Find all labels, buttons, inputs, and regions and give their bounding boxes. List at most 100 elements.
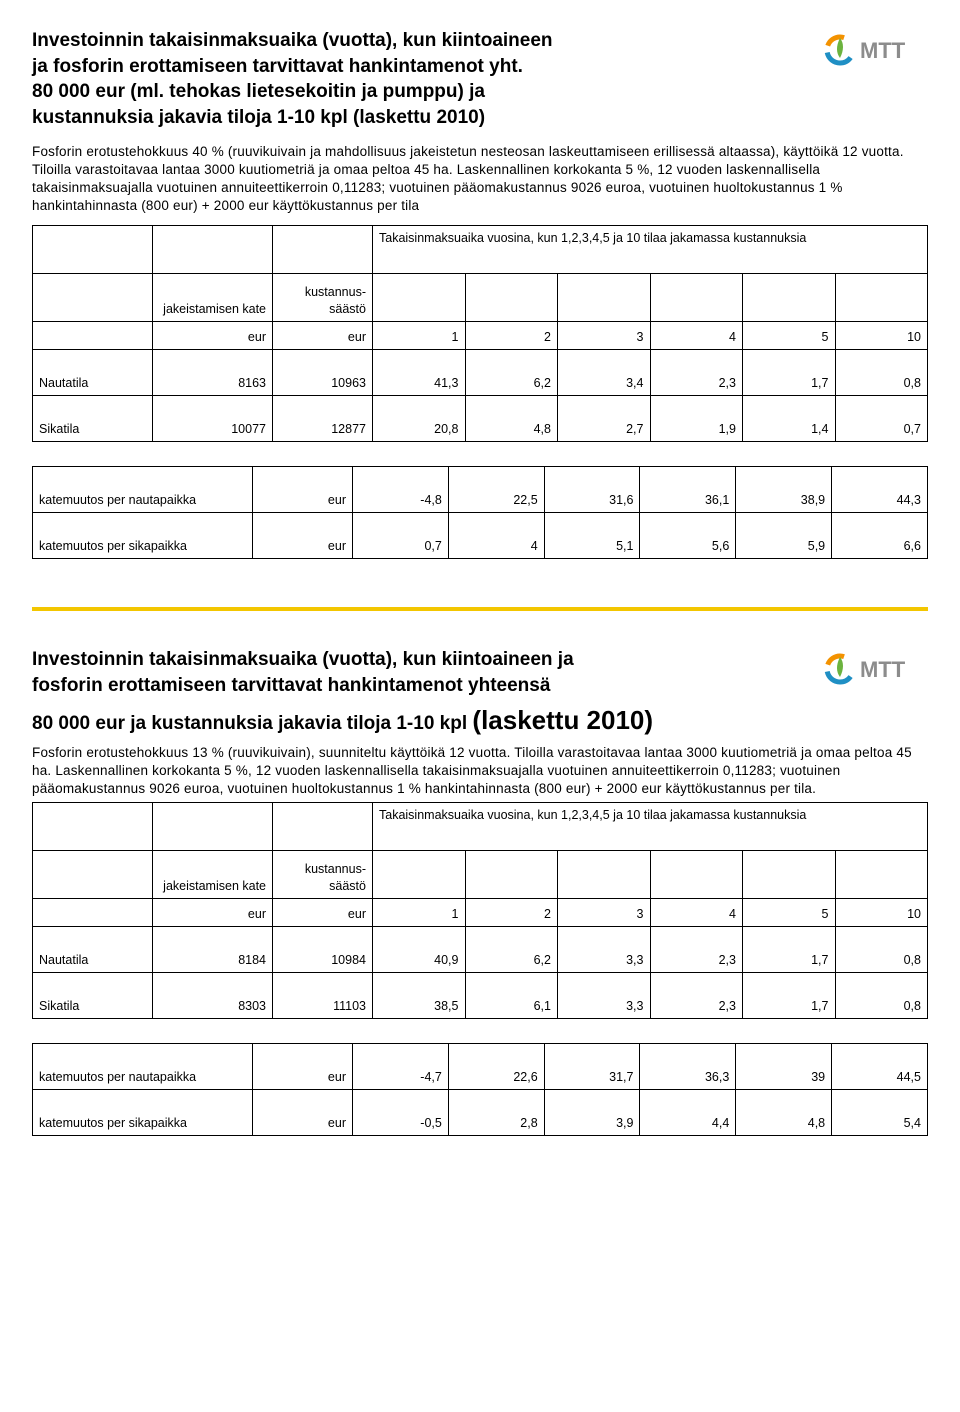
table-row: katemuutos per sikapaikka eur 0,7 4 5,1 … <box>33 513 928 559</box>
col-hdr: 4 <box>650 322 743 350</box>
table-2b: katemuutos per nautapaikka eur -4,7 22,6… <box>32 1043 928 1136</box>
body-text-1: Fosforin erotustehokkuus 40 % (ruuvikuiv… <box>32 143 928 216</box>
cell: 3,4 <box>558 350 651 396</box>
cell: 4,4 <box>640 1090 736 1136</box>
section-2: Investoinnin takaisinmaksuaika (vuotta),… <box>32 647 928 1136</box>
cell: 4 <box>448 513 544 559</box>
col-hdr: 2 <box>465 899 558 927</box>
title-row-1: Investoinnin takaisinmaksuaika (vuotta),… <box>32 28 928 131</box>
col-hdr: 3 <box>558 322 651 350</box>
empty-cell <box>33 274 153 322</box>
cell: 0,8 <box>835 927 928 973</box>
col-hdr: 3 <box>558 899 651 927</box>
cell: 0,7 <box>835 396 928 442</box>
span-header-2: Takaisinmaksuaika vuosina, kun 1,2,3,4,5… <box>373 803 928 851</box>
empty-cell <box>743 274 836 322</box>
cell: 41,3 <box>373 350 466 396</box>
empty-cell <box>650 851 743 899</box>
unit-cell: eur <box>273 899 373 927</box>
cell: 5,6 <box>640 513 736 559</box>
cell: 1,7 <box>743 973 836 1019</box>
cell: 0,8 <box>835 973 928 1019</box>
col-hdr: 5 <box>743 322 836 350</box>
cell: 8184 <box>153 927 273 973</box>
cell: 6,2 <box>465 927 558 973</box>
cell: -4,7 <box>353 1044 449 1090</box>
cell: 5,9 <box>736 513 832 559</box>
cell: 11103 <box>273 973 373 1019</box>
cell: 8303 <box>153 973 273 1019</box>
col-hdr: 10 <box>835 899 928 927</box>
cell: 2,3 <box>650 973 743 1019</box>
cell: -4,8 <box>353 467 449 513</box>
col-hdr: 5 <box>743 899 836 927</box>
cell: 0,8 <box>835 350 928 396</box>
empty-cell <box>33 803 153 851</box>
table-row: jakeistamisen kate kustannus- säästö <box>33 274 928 322</box>
mtt-logo-1: MTT <box>818 28 928 77</box>
section-divider <box>32 607 928 611</box>
cell: 22,6 <box>448 1044 544 1090</box>
empty-cell <box>273 803 373 851</box>
unit-cell: eur <box>153 899 273 927</box>
title-line-1c: 80 000 eur (ml. tehokas lietesekoitin ja… <box>32 79 810 105</box>
unit-cell: eur <box>253 1090 353 1136</box>
empty-cell <box>465 851 558 899</box>
line-80k-prefix: 80 000 eur ja kustannuksia jakavia tiloj… <box>32 713 472 734</box>
cell: 6,1 <box>465 973 558 1019</box>
row-label: Nautatila <box>33 350 153 396</box>
empty-cell <box>153 226 273 274</box>
cell: 38,5 <box>373 973 466 1019</box>
span-header-1: Takaisinmaksuaika vuosina, kun 1,2,3,4,5… <box>373 226 928 274</box>
col-hdr: 2 <box>465 322 558 350</box>
table-row: Nautatila 8184 10984 40,9 6,2 3,3 2,3 1,… <box>33 927 928 973</box>
row-label: katemuutos per nautapaikka <box>33 467 253 513</box>
title-line-1b: ja fosforin erottamiseen tarvittavat han… <box>32 54 810 80</box>
title-text-1: Investoinnin takaisinmaksuaika (vuotta),… <box>32 28 810 131</box>
hdr-kate-2: jakeistamisen kate <box>153 851 273 899</box>
row-label: Sikatila <box>33 973 153 1019</box>
empty-cell <box>33 322 153 350</box>
cell: 10984 <box>273 927 373 973</box>
cell: 12877 <box>273 396 373 442</box>
cell: 31,7 <box>544 1044 640 1090</box>
title-line-2c: 80 000 eur ja kustannuksia jakavia tiloj… <box>32 703 928 738</box>
col-hdr: 10 <box>835 322 928 350</box>
cell: 44,3 <box>832 467 928 513</box>
unit-cell: eur <box>253 513 353 559</box>
cell: 5,1 <box>544 513 640 559</box>
table-row: katemuutos per nautapaikka eur -4,7 22,6… <box>33 1044 928 1090</box>
empty-cell <box>373 274 466 322</box>
unit-cell: eur <box>153 322 273 350</box>
svg-text:MTT: MTT <box>860 657 906 682</box>
row-label: katemuutos per sikapaikka <box>33 513 253 559</box>
title-line-1a: Investoinnin takaisinmaksuaika (vuotta),… <box>32 28 810 54</box>
section-1: Investoinnin takaisinmaksuaika (vuotta),… <box>32 28 928 559</box>
empty-cell <box>558 851 651 899</box>
col-hdr: 4 <box>650 899 743 927</box>
empty-cell <box>153 803 273 851</box>
row-label: katemuutos per sikapaikka <box>33 1090 253 1136</box>
table-2: Takaisinmaksuaika vuosina, kun 1,2,3,4,5… <box>32 802 928 1019</box>
cell: 6,6 <box>832 513 928 559</box>
table-row: jakeistamisen kate kustannus- säästö <box>33 851 928 899</box>
empty-cell <box>835 851 928 899</box>
table-row: Sikatila 10077 12877 20,8 4,8 2,7 1,9 1,… <box>33 396 928 442</box>
cell: 2,7 <box>558 396 651 442</box>
empty-cell <box>33 851 153 899</box>
cell: 1,4 <box>743 396 836 442</box>
row-label: katemuutos per nautapaikka <box>33 1044 253 1090</box>
table-row: Takaisinmaksuaika vuosina, kun 1,2,3,4,5… <box>33 803 928 851</box>
cell: 22,5 <box>448 467 544 513</box>
row-label: Sikatila <box>33 396 153 442</box>
empty-cell <box>465 274 558 322</box>
cell: 6,2 <box>465 350 558 396</box>
cell: 44,5 <box>832 1044 928 1090</box>
table-1: Takaisinmaksuaika vuosina, kun 1,2,3,4,5… <box>32 225 928 442</box>
table-row: eur eur 1 2 3 4 5 10 <box>33 899 928 927</box>
col-hdr: 1 <box>373 322 466 350</box>
title-row-2: Investoinnin takaisinmaksuaika (vuotta),… <box>32 647 928 698</box>
cell: 39 <box>736 1044 832 1090</box>
cell: 31,6 <box>544 467 640 513</box>
cell: 5,4 <box>832 1090 928 1136</box>
